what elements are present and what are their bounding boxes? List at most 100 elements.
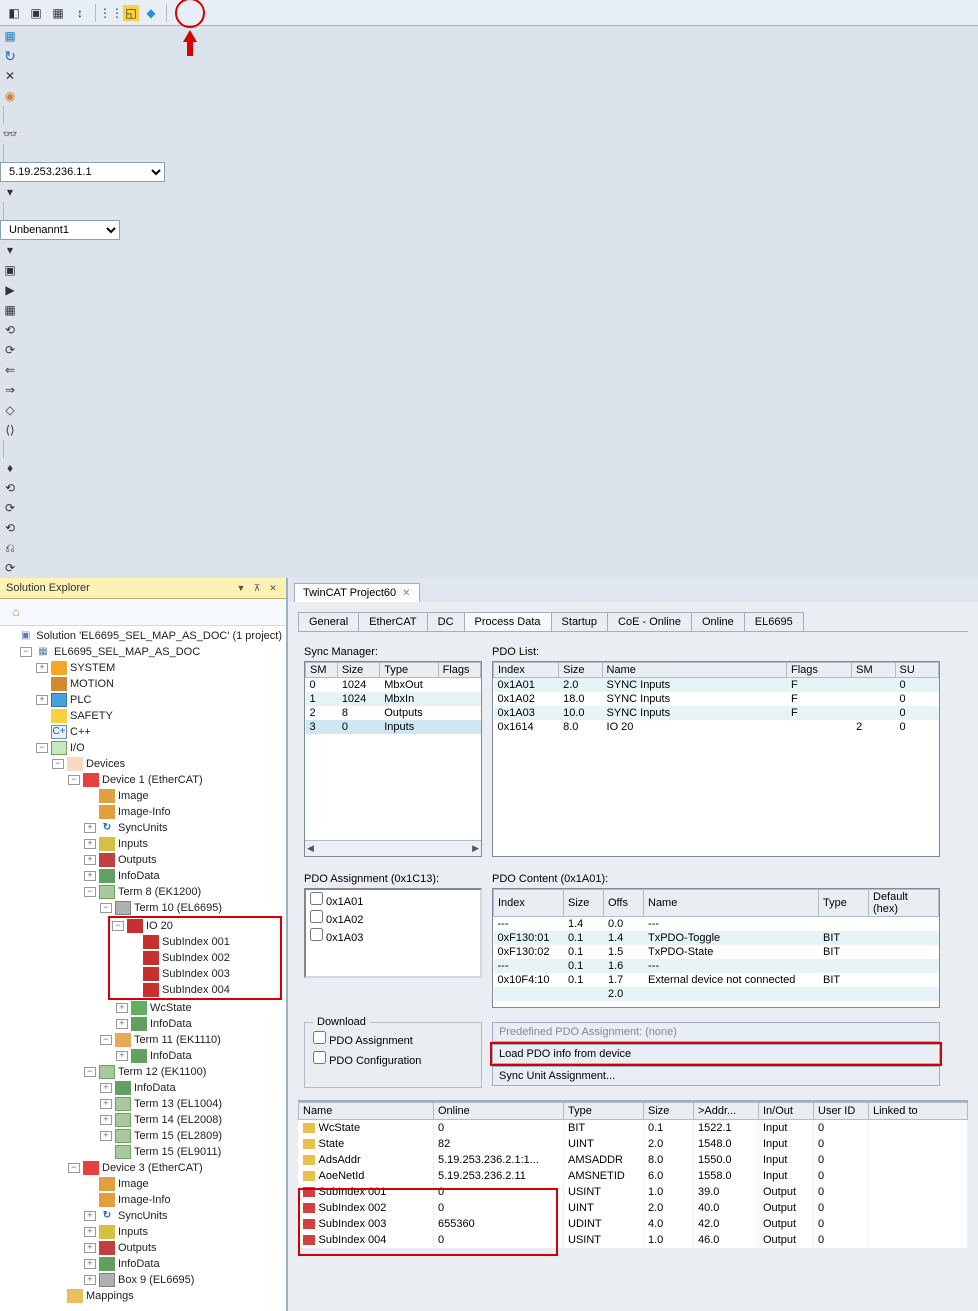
tree-item[interactable]: SubIndex 002 [128, 950, 278, 966]
tree-item[interactable]: +PLC [36, 692, 282, 708]
tb-btn[interactable]: ⎌ [0, 538, 20, 558]
tree-project[interactable]: −▦EL6695_SEL_MAP_AS_DOC [20, 644, 282, 660]
doc-tab[interactable]: TwinCAT Project60✕ [294, 583, 420, 602]
tree-item[interactable]: −Device 3 (EtherCAT) [68, 1160, 282, 1176]
var-row[interactable]: State82UINT2.01548.0Input0 [299, 1136, 968, 1152]
tb-btn[interactable]: ◉ [0, 86, 20, 106]
inner-tab-general[interactable]: General [298, 612, 359, 631]
inner-tab-el6695[interactable]: EL6695 [744, 612, 804, 631]
tb-btn[interactable]: ⇒ [0, 380, 20, 400]
tree-item[interactable]: +Outputs [84, 1240, 282, 1256]
tb-btn[interactable]: ⟲ [0, 518, 20, 538]
tree-item[interactable]: Image [84, 1176, 282, 1192]
var-row[interactable]: WcState0BIT0.11522.1Input0 [299, 1120, 968, 1137]
pdo-list-grid[interactable]: IndexSizeNameFlagsSMSU0x1A012.0SYNC Inpu… [492, 661, 940, 857]
tb-btn[interactable]: ◆ [141, 3, 161, 23]
tb-btn[interactable]: ⟳ [0, 340, 20, 360]
close-icon[interactable]: ✕ [266, 581, 280, 595]
sync-unit-button[interactable]: Sync Unit Assignment... [492, 1066, 940, 1086]
tree-item[interactable]: −Term 10 (EL6695) [100, 900, 282, 916]
tree-item[interactable]: −Term 12 (EK1100) [84, 1064, 282, 1080]
tree-item[interactable]: +Outputs [84, 852, 282, 868]
tree-item[interactable]: +Inputs [84, 1224, 282, 1240]
tb-btn[interactable]: ◱ [123, 5, 139, 21]
tree-item[interactable]: −I/O [36, 740, 282, 756]
inner-tab-process-data[interactable]: Process Data [464, 612, 552, 631]
tree-item[interactable]: +Term 14 (EL2008) [100, 1112, 282, 1128]
tb-btn[interactable]: ▾ [0, 240, 20, 260]
tree-item[interactable]: Term 15 (EL9011) [100, 1144, 282, 1160]
variable-grid[interactable]: NameOnlineTypeSize>Addr...In/OutUser IDL… [298, 1100, 968, 1248]
tb-btn[interactable]: ⇐ [0, 360, 20, 380]
tree-item[interactable]: +WcState [116, 1000, 282, 1016]
tree-item[interactable]: Image-Info [84, 1192, 282, 1208]
pdo-config-check[interactable]: PDO Configuration [313, 1051, 473, 1067]
load-pdo-button[interactable]: Load PDO info from device [492, 1044, 940, 1064]
refresh-icon[interactable]: ↻ [0, 46, 20, 66]
var-row[interactable]: AoeNetId5.19.253.236.2.11AMSNETID6.01558… [299, 1168, 968, 1184]
target-combo[interactable]: Unbenannt1 [0, 220, 120, 240]
tree-item[interactable]: SAFETY [36, 708, 282, 724]
tree-item[interactable]: SubIndex 001 [128, 934, 278, 950]
pdo-assign-item[interactable]: 0x1A01 [310, 892, 476, 910]
tree-item[interactable]: −Term 8 (EK1200) [84, 884, 282, 900]
tb-btn[interactable]: ⟲ [0, 320, 20, 340]
inner-tab-online[interactable]: Online [691, 612, 745, 631]
pin-icon[interactable]: ⊼ [250, 581, 264, 595]
tree-item[interactable]: +Term 13 (EL1004) [100, 1096, 282, 1112]
tree-item[interactable]: Image-Info [84, 804, 282, 820]
pdo-content-grid[interactable]: IndexSizeOffsNameTypeDefault (hex)---1.4… [492, 888, 940, 1008]
tree-item[interactable]: Mappings [52, 1288, 282, 1304]
tb-btn[interactable]: ⟲ [0, 478, 20, 498]
dropdown-icon[interactable]: ▼ [234, 581, 248, 595]
tree-item[interactable]: +Term 15 (EL2809) [100, 1128, 282, 1144]
home-icon[interactable]: ⌂ [6, 602, 26, 622]
predefined-pdo-button[interactable]: Predefined PDO Assignment: (none) [492, 1022, 940, 1042]
close-icon[interactable]: ✕ [402, 588, 410, 599]
tree-item[interactable]: MOTION [36, 676, 282, 692]
tree-item[interactable]: SubIndex 004 [128, 982, 278, 998]
tb-btn[interactable]: ▦ [0, 300, 20, 320]
tb-btn[interactable]: ◧ [4, 3, 24, 23]
tree-item[interactable]: +InfoData [116, 1016, 282, 1032]
tree-item[interactable]: −Device 1 (EtherCAT) [68, 772, 282, 788]
tree-item[interactable]: +InfoData [116, 1048, 282, 1064]
tree-item[interactable]: −Term 11 (EK1110) [100, 1032, 282, 1048]
address-combo[interactable]: 5.19.253.236.1.1 [0, 162, 165, 182]
inner-tab-dc[interactable]: DC [427, 612, 465, 631]
sync-mgr-grid[interactable]: SMSizeTypeFlags01024MbxOut11024MbxIn28Ou… [304, 661, 482, 857]
pdo-assign-item[interactable]: 0x1A02 [310, 910, 476, 928]
tree-item[interactable]: C+C++ [36, 724, 282, 740]
tree-solution[interactable]: ▣Solution 'EL6695_SEL_MAP_AS_DOC' (1 pro… [4, 628, 282, 644]
tree-item[interactable]: +InfoData [84, 1256, 282, 1272]
pdo-assign-list[interactable]: 0x1A01 0x1A02 0x1A03 [304, 888, 482, 978]
tb-btn[interactable]: ▦ [48, 3, 68, 23]
tb-btn[interactable]: ⟳ [0, 558, 20, 578]
tb-btn[interactable]: ▾ [0, 182, 20, 202]
tree-item[interactable]: +SYSTEM [36, 660, 282, 676]
tb-btn[interactable]: ♦ [0, 458, 20, 478]
tb-btn[interactable]: ⋮⋮ [101, 3, 121, 23]
tb-btn[interactable]: ▣ [0, 260, 20, 280]
var-row[interactable]: AdsAddr5.19.253.236.2.1:1...AMSADDR8.015… [299, 1152, 968, 1168]
tb-btn[interactable]: ▣ [26, 3, 46, 23]
tb-btn[interactable]: ⟳ [0, 498, 20, 518]
tree-item[interactable]: +Inputs [84, 836, 282, 852]
tree-item[interactable]: +InfoData [100, 1080, 282, 1096]
tree-item[interactable]: +↻SyncUnits [84, 820, 282, 836]
tb-btn[interactable]: ▦ [0, 26, 20, 46]
inner-tab-startup[interactable]: Startup [551, 612, 608, 631]
inner-tab-ethercat[interactable]: EtherCAT [358, 612, 427, 631]
tree-item[interactable]: +Box 9 (EL6695) [84, 1272, 282, 1288]
tb-btn[interactable]: ⟨⟩ [0, 420, 20, 440]
tree-item[interactable]: +InfoData [84, 868, 282, 884]
tree-item[interactable]: Image [84, 788, 282, 804]
tb-btn[interactable]: ▶ [0, 280, 20, 300]
tb-btn[interactable]: ↕ [70, 3, 90, 23]
pdo-assign-check[interactable]: PDO Assignment [313, 1031, 473, 1047]
tree-item[interactable]: SubIndex 003 [128, 966, 278, 982]
tree-item[interactable]: −Devices [52, 756, 282, 772]
tree-item[interactable]: +↻SyncUnits [84, 1208, 282, 1224]
tree-item-io20[interactable]: −IO 20 [112, 918, 278, 934]
tb-btn[interactable]: ◇ [0, 400, 20, 420]
